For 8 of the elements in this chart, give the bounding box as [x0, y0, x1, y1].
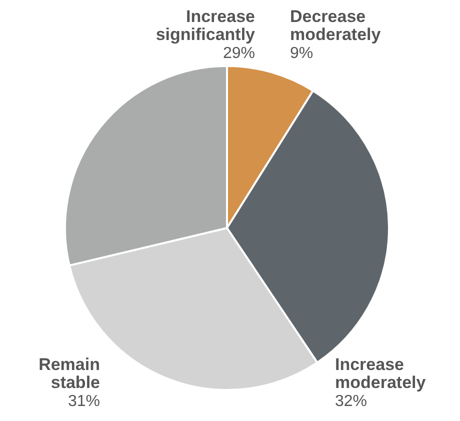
data-label: 32%	[335, 393, 368, 410]
slice-label: Decrease moderately	[290, 7, 382, 44]
slice-label: Remain stable	[38, 355, 100, 392]
data-label: 31%	[68, 393, 100, 410]
slice-label: Increase significantly	[156, 7, 256, 44]
slice-label: Increase moderately	[335, 355, 426, 392]
data-label: 29%	[222, 45, 255, 62]
data-label: 9%	[290, 45, 314, 62]
